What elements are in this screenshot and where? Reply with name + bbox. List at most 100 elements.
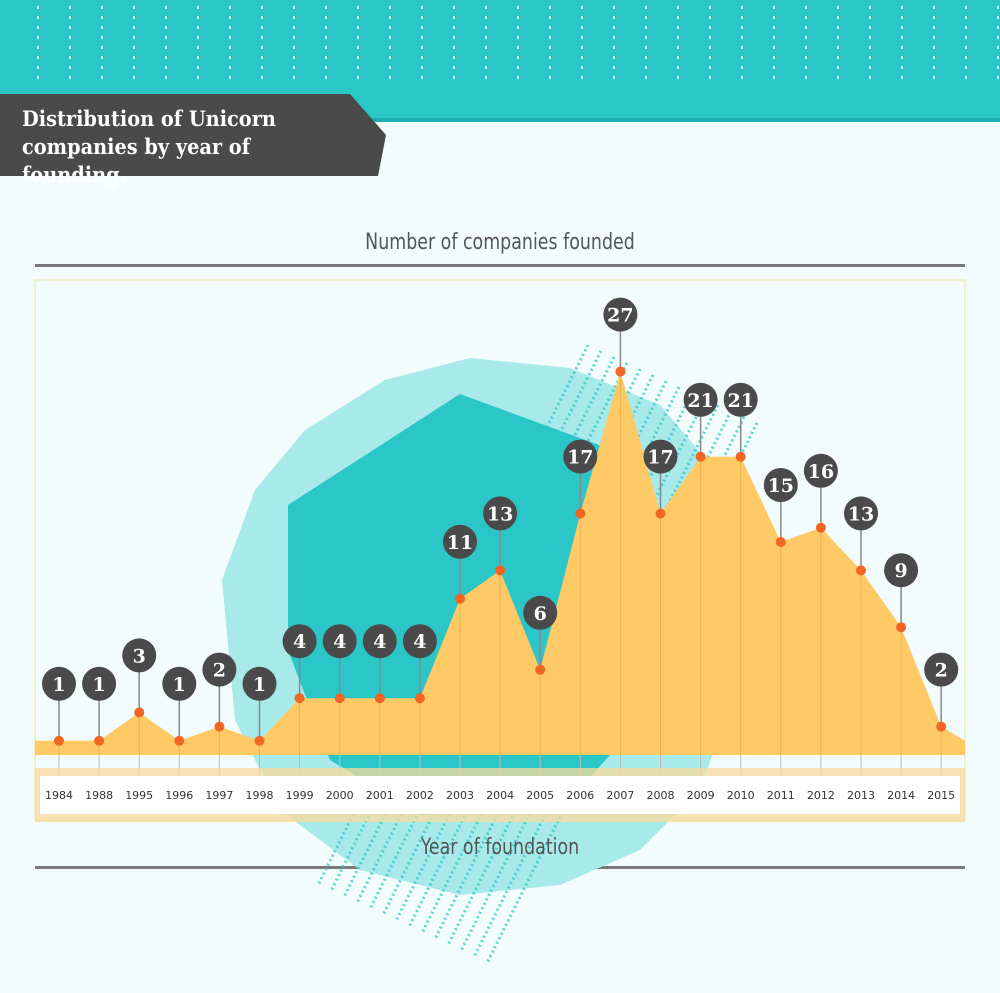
data-badge bbox=[723, 382, 758, 417]
chart-title: Number of companies founded bbox=[365, 230, 635, 255]
x-axis-label: Year of foundation bbox=[420, 835, 580, 860]
title-line-2: companies by year of founding. bbox=[22, 134, 251, 187]
area-series bbox=[35, 371, 965, 755]
data-point bbox=[94, 735, 105, 746]
page-title: Distribution of Unicorn companies by yea… bbox=[22, 105, 353, 189]
x-tick-label: 1984 bbox=[45, 789, 73, 802]
data-badge bbox=[803, 453, 838, 488]
data-badge bbox=[523, 595, 558, 630]
data-label: 4 bbox=[293, 631, 306, 653]
data-badge bbox=[82, 666, 117, 701]
data-label: 9 bbox=[894, 560, 907, 582]
data-badge bbox=[443, 524, 477, 559]
data-label: 2 bbox=[213, 660, 226, 682]
data-badge bbox=[42, 666, 76, 701]
x-tick-label: 1998 bbox=[246, 789, 274, 802]
x-tick-label: 1995 bbox=[125, 789, 153, 802]
x-tick-label: 2010 bbox=[727, 789, 755, 802]
data-point bbox=[134, 707, 145, 718]
data-label: 17 bbox=[647, 447, 673, 469]
data-label: 21 bbox=[687, 390, 713, 412]
x-tick-label: 1988 bbox=[85, 789, 113, 802]
x-tick-label: 2002 bbox=[406, 789, 434, 802]
data-label: 16 bbox=[808, 461, 834, 483]
data-point bbox=[374, 693, 385, 704]
data-badge bbox=[683, 382, 718, 417]
data-label: 1 bbox=[253, 674, 266, 696]
data-point bbox=[735, 451, 746, 462]
data-point bbox=[495, 565, 506, 576]
data-point bbox=[455, 593, 465, 604]
data-badge bbox=[362, 624, 397, 659]
data-label: 15 bbox=[768, 475, 794, 497]
data-label: 13 bbox=[487, 503, 513, 525]
data-badge bbox=[643, 439, 678, 474]
data-badge bbox=[242, 666, 277, 701]
data-label: 2 bbox=[935, 660, 948, 682]
x-tick-label: 2001 bbox=[366, 789, 394, 802]
data-badge bbox=[884, 553, 919, 588]
data-point bbox=[615, 366, 626, 377]
data-label: 4 bbox=[413, 631, 426, 653]
data-badge bbox=[402, 624, 437, 659]
title-box bbox=[0, 94, 386, 176]
hatch-line bbox=[316, 344, 590, 886]
data-badge bbox=[924, 652, 959, 687]
x-tick-label: 2011 bbox=[767, 789, 795, 802]
data-badge bbox=[122, 638, 157, 673]
x-tick-label: 2015 bbox=[927, 789, 955, 802]
data-point bbox=[695, 451, 706, 462]
x-tick-label: 2008 bbox=[647, 789, 675, 802]
x-tick-label: 2005 bbox=[526, 789, 554, 802]
data-label: 21 bbox=[727, 390, 753, 412]
data-label: 6 bbox=[534, 603, 547, 625]
data-label: 4 bbox=[373, 631, 386, 653]
data-badge bbox=[483, 496, 518, 531]
data-point bbox=[575, 508, 586, 519]
data-point bbox=[174, 735, 185, 746]
data-badge bbox=[844, 496, 878, 531]
data-label: 4 bbox=[333, 631, 346, 653]
data-label: 27 bbox=[607, 305, 633, 327]
x-tick-label: 2013 bbox=[847, 789, 875, 802]
data-point bbox=[334, 693, 345, 704]
data-point bbox=[856, 565, 866, 576]
data-point bbox=[936, 721, 947, 732]
data-point bbox=[775, 537, 786, 547]
x-tick-label: 2003 bbox=[446, 789, 474, 802]
x-tick-label: 2004 bbox=[486, 789, 514, 802]
x-tick-label: 1997 bbox=[205, 789, 233, 802]
data-point bbox=[254, 735, 265, 746]
data-badge bbox=[603, 297, 638, 332]
x-tick-label: 2014 bbox=[887, 789, 915, 802]
x-tick-label: 1999 bbox=[286, 789, 314, 802]
data-label: 1 bbox=[173, 674, 186, 696]
data-label: 1 bbox=[52, 674, 65, 696]
x-axis-strip bbox=[40, 776, 960, 814]
data-label: 11 bbox=[447, 532, 473, 554]
data-badge bbox=[282, 624, 317, 659]
x-tick-label: 1996 bbox=[165, 789, 193, 802]
x-tick-label: 2012 bbox=[807, 789, 835, 802]
data-point bbox=[655, 508, 666, 519]
data-point bbox=[414, 693, 425, 704]
data-point bbox=[896, 622, 907, 633]
data-point bbox=[214, 721, 225, 732]
x-tick-label: 2006 bbox=[566, 789, 594, 802]
data-badge bbox=[563, 439, 598, 474]
title-line-1: Distribution of Unicorn bbox=[22, 106, 276, 131]
data-label: 1 bbox=[92, 674, 105, 696]
data-point bbox=[54, 735, 64, 746]
data-badge bbox=[322, 624, 357, 659]
x-tick-label: 2009 bbox=[687, 789, 715, 802]
data-label: 3 bbox=[133, 645, 146, 667]
data-label: 13 bbox=[848, 503, 874, 525]
data-point bbox=[815, 522, 826, 533]
data-badge bbox=[763, 468, 798, 502]
data-badge bbox=[202, 652, 237, 687]
data-point bbox=[535, 664, 546, 675]
x-tick-label: 2007 bbox=[606, 789, 634, 802]
data-point bbox=[294, 693, 305, 704]
data-badge bbox=[162, 666, 197, 701]
